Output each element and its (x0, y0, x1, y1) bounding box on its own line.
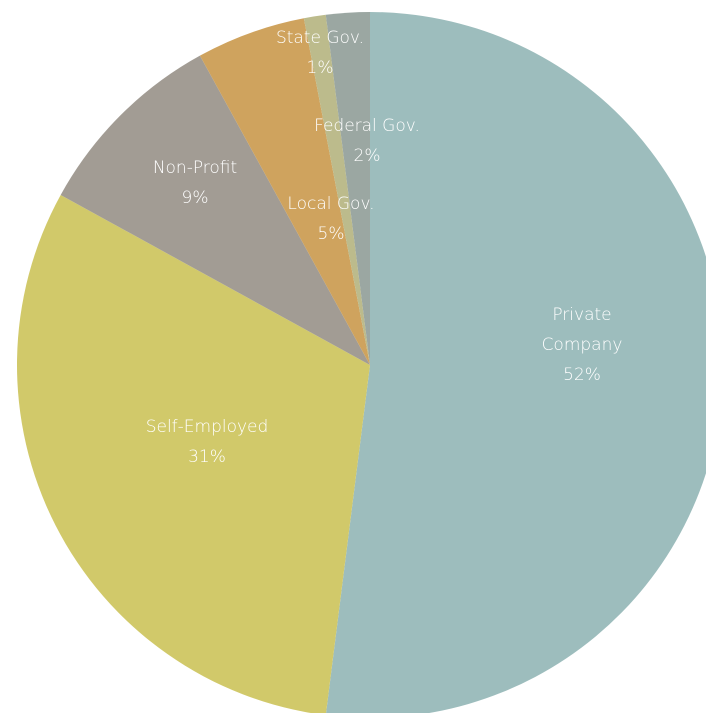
slice-label: State Gov. 1% (250, 23, 390, 83)
pie-slice (325, 12, 370, 365)
slice-label: Private Company 52% (532, 300, 632, 390)
pie-slice (17, 194, 370, 713)
slice-value: 31% (188, 447, 226, 467)
pie-slice (199, 18, 370, 366)
slice-value: 5% (317, 224, 345, 244)
slice-label: Federal Gov. 2% (287, 111, 447, 171)
slice-name: Federal Gov. (314, 116, 420, 136)
slice-label: Local Gov. 5% (261, 189, 401, 249)
pie-slice (60, 55, 370, 365)
slice-name: Non-Profit (152, 158, 238, 178)
pie-slice (303, 14, 370, 366)
slice-name: Self-Employed (145, 417, 269, 437)
slice-label: Non-Profit 9% (125, 153, 265, 213)
slice-value: 52% (563, 365, 601, 385)
slice-name: Local Gov. (287, 194, 375, 214)
slice-name: State Gov. (275, 28, 365, 48)
slice-value: 9% (181, 188, 209, 208)
slice-value: 2% (353, 146, 381, 166)
slice-label: Self-Employed 31% (107, 412, 307, 472)
slice-name: Private Company (541, 305, 623, 355)
slice-value: 1% (306, 58, 334, 78)
pie-slice (326, 12, 706, 713)
